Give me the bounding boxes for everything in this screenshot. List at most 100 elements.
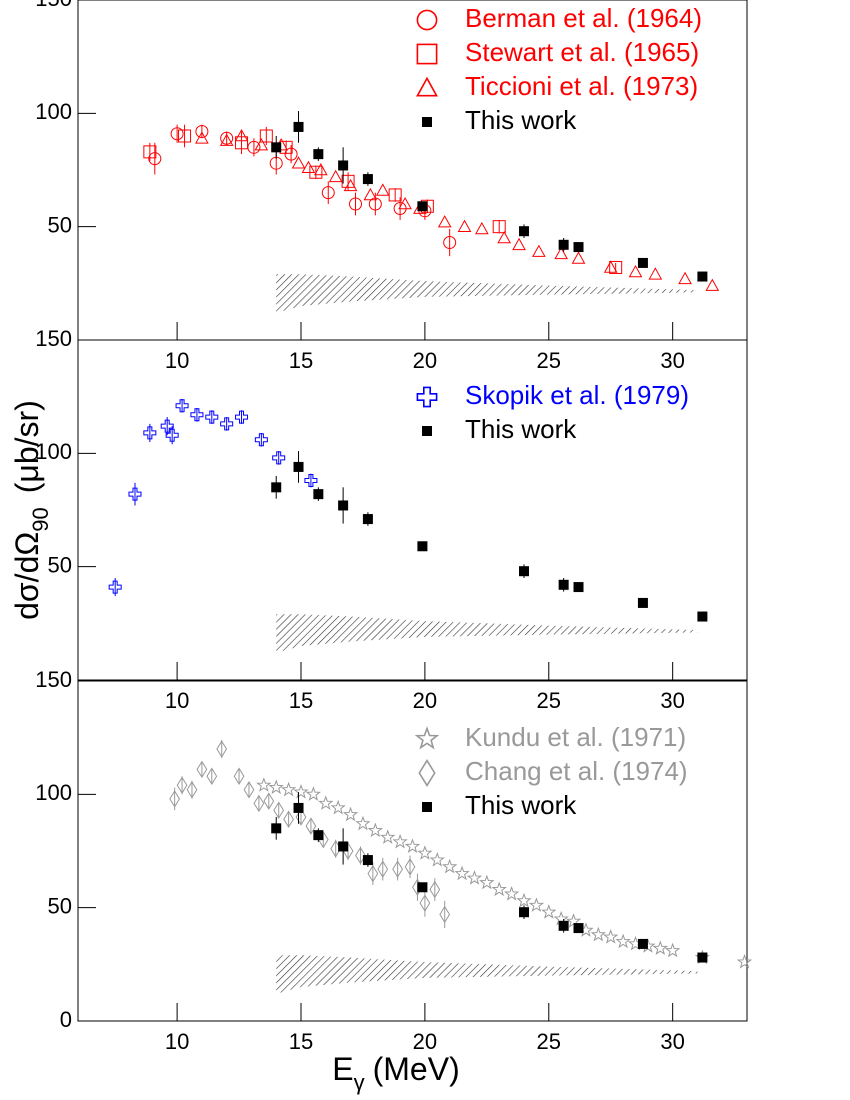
marker [186,781,198,799]
marker [697,952,708,963]
marker [571,251,586,264]
legend-marker [416,76,438,97]
marker [637,938,648,949]
marker [628,264,643,278]
marker [176,776,188,795]
legend-label: This work [465,105,577,135]
x-tick-label: 15 [289,688,313,713]
marker [160,419,174,433]
marker [637,597,648,608]
marker [304,474,318,488]
marker [417,882,428,893]
marker [519,566,529,577]
marker [243,781,255,799]
legend-label: Skopik et al. (1979) [465,380,689,410]
marker [128,487,142,501]
legend-label: This work [465,414,577,444]
y-tick-label: 150 [35,326,72,351]
marker [313,830,324,841]
marker [637,257,648,268]
marker [313,489,324,500]
marker [697,271,708,282]
x-tick-label: 30 [660,348,684,373]
y-tick-label: 50 [48,212,72,237]
marker [234,128,249,142]
y-tick-label: 100 [35,780,72,805]
marker [293,802,304,813]
legend-label: Kundu et al. (1971) [465,722,686,752]
marker [293,783,309,799]
marker [175,399,189,413]
marker [206,767,218,785]
marker [603,260,618,273]
marker [313,162,328,176]
legend-label: Berman et al. (1964) [465,3,702,33]
marker [417,541,428,552]
marker [343,178,358,192]
x-tick-label: 25 [537,348,561,373]
marker [558,239,569,250]
marker [328,169,343,183]
marker [705,278,720,291]
marker [338,160,349,171]
x-axis-title-part: E [332,1051,353,1087]
marker [664,942,681,958]
marker [528,897,545,912]
marker [558,920,569,931]
marker [220,131,234,145]
marker [417,201,428,212]
marker [492,220,506,234]
marker [497,230,512,244]
x-tick-label: 10 [165,348,189,373]
marker [419,894,431,912]
marker [195,124,209,138]
marker [108,580,122,594]
marker [519,907,529,918]
marker [313,149,324,160]
marker [377,860,389,878]
x-tick-label: 30 [660,688,684,713]
marker [573,582,584,593]
marker [280,781,297,797]
x-axis-title: Eγ (MeV) [332,1051,459,1095]
x-tick-label: 20 [413,348,437,373]
marker [271,142,282,153]
plot-frame [77,680,748,1022]
marker [443,236,457,250]
y-axis-title: dσ/dΩ90 (μb/sr) [9,400,53,620]
marker [532,244,546,257]
marker [205,410,219,424]
marker [233,767,245,785]
marker [362,855,373,866]
marker [429,851,445,867]
marker [558,579,569,590]
marker [736,953,753,969]
marker [678,271,692,285]
marker [697,611,708,622]
marker [466,870,483,885]
marker [219,133,234,146]
y-axis-title-part: dσ/dΩ [9,532,45,620]
x-tick-label: 10 [165,1029,189,1054]
marker [318,795,334,810]
marker [441,858,458,874]
marker [392,833,408,849]
x-axis-title-part: γ [354,1070,365,1095]
marker [190,408,204,422]
x-tick-label: 15 [289,348,313,373]
marker [216,740,228,758]
systematic-band [276,274,698,313]
legend-marker [416,386,438,408]
marker [263,792,275,810]
marker [330,799,346,815]
legend-marker [422,802,432,812]
x-tick-label: 30 [660,1029,684,1054]
marker [367,864,379,883]
marker [554,246,569,260]
marker [271,823,282,834]
systematic-band [276,614,698,653]
marker [268,779,284,795]
marker [195,131,209,144]
x-tick-label: 25 [537,688,561,713]
x-tick-label: 20 [413,1029,437,1054]
